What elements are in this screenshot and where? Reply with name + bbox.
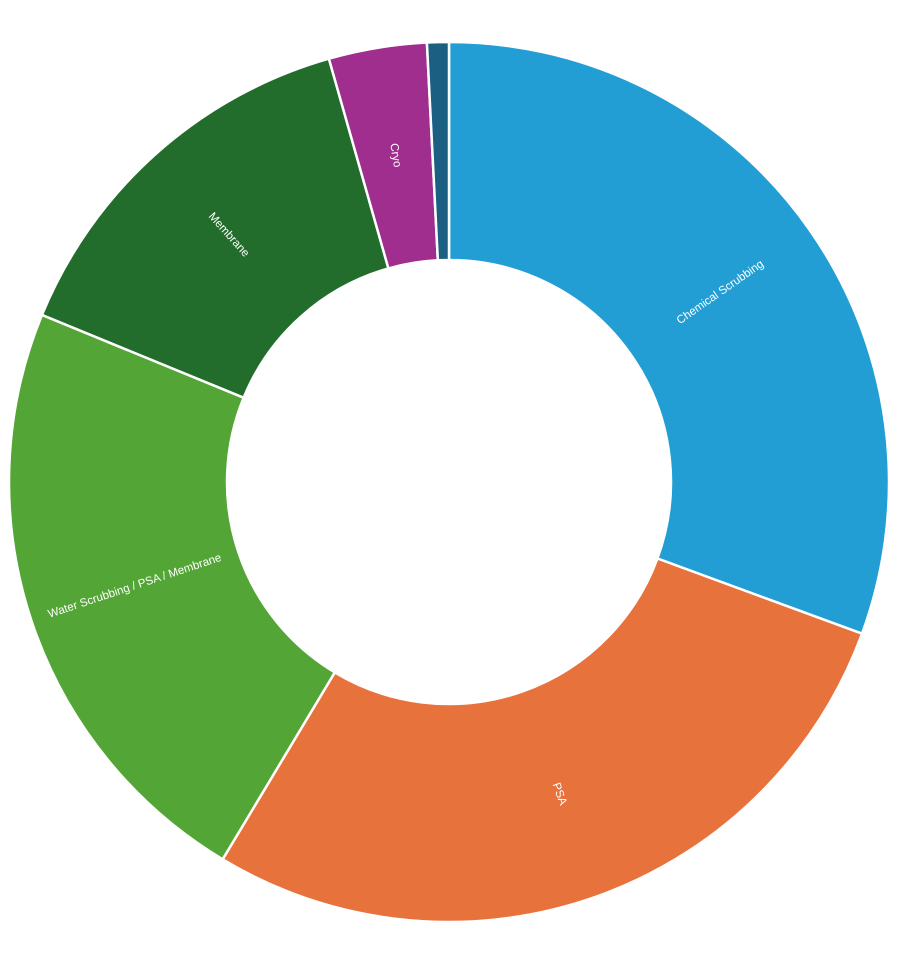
slice-4[interactable] (40, 57, 390, 400)
slice-1[interactable] (447, 40, 891, 636)
slice-3[interactable] (7, 313, 337, 862)
slices-group (7, 40, 891, 924)
slice-2[interactable] (220, 556, 864, 924)
slice-6[interactable] (425, 40, 451, 262)
slice-label-5: Cryo (387, 142, 403, 168)
